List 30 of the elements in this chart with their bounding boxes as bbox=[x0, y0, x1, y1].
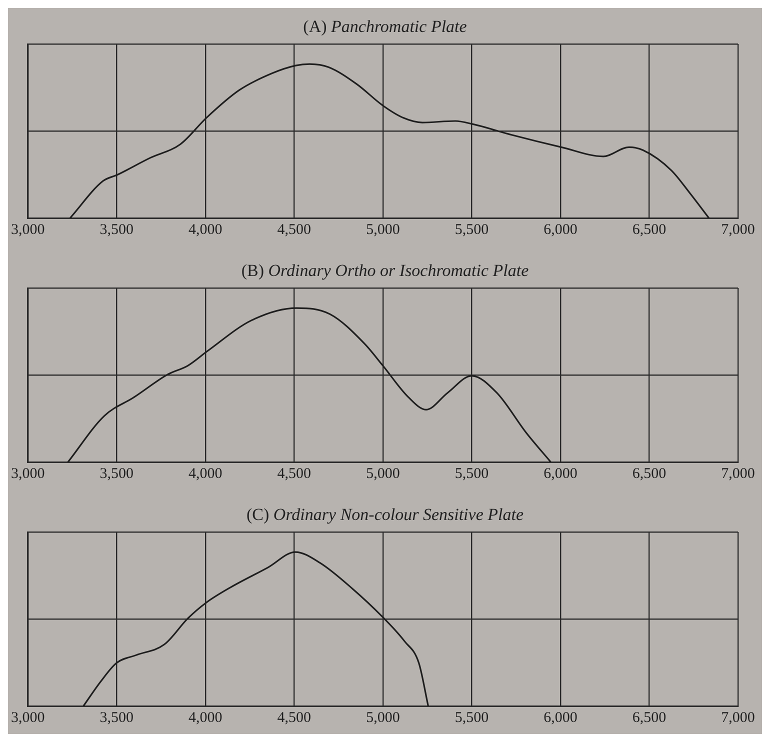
x-tick-label: 7,000 bbox=[721, 466, 755, 482]
x-tick-label: 7,000 bbox=[721, 222, 755, 238]
x-tick-label: 6,500 bbox=[632, 710, 666, 726]
x-tick-label: 3,500 bbox=[100, 710, 134, 726]
x-tick-label: 3,000 bbox=[11, 222, 45, 238]
x-tick-label: 4,000 bbox=[188, 222, 222, 238]
chart-title: (B) Ordinary Ortho or Isochromatic Plate bbox=[241, 261, 529, 280]
x-tick-label: 6,500 bbox=[632, 222, 666, 238]
x-tick-label: 5,000 bbox=[366, 466, 400, 482]
x-tick-label: 5,000 bbox=[366, 710, 400, 726]
x-tick-label: 5,000 bbox=[366, 222, 400, 238]
x-tick-label: 6,500 bbox=[632, 466, 666, 482]
x-tick-label: 6,000 bbox=[544, 222, 578, 238]
x-tick-label: 4,500 bbox=[277, 466, 312, 482]
x-tick-label: 7,000 bbox=[721, 710, 755, 726]
x-tick-label: 6,000 bbox=[544, 466, 578, 482]
x-tick-label: 4,500 bbox=[277, 710, 312, 726]
x-tick-label: 5,500 bbox=[454, 466, 489, 482]
chart-title: (A) Panchromatic Plate bbox=[303, 17, 467, 36]
x-tick-label: 4,000 bbox=[188, 710, 222, 726]
x-tick-label: 4,500 bbox=[277, 222, 312, 238]
x-tick-label: 6,000 bbox=[544, 710, 578, 726]
x-tick-label: 3,000 bbox=[11, 710, 45, 726]
x-tick-label: 3,500 bbox=[100, 466, 134, 482]
x-tick-label: 5,500 bbox=[454, 222, 489, 238]
x-tick-label: 5,500 bbox=[454, 710, 489, 726]
x-tick-label: 3,000 bbox=[11, 466, 45, 482]
x-tick-label: 4,000 bbox=[188, 466, 222, 482]
chart-title: (C) Ordinary Non-colour Sensitive Plate bbox=[246, 505, 524, 524]
x-tick-label: 3,500 bbox=[100, 222, 134, 238]
